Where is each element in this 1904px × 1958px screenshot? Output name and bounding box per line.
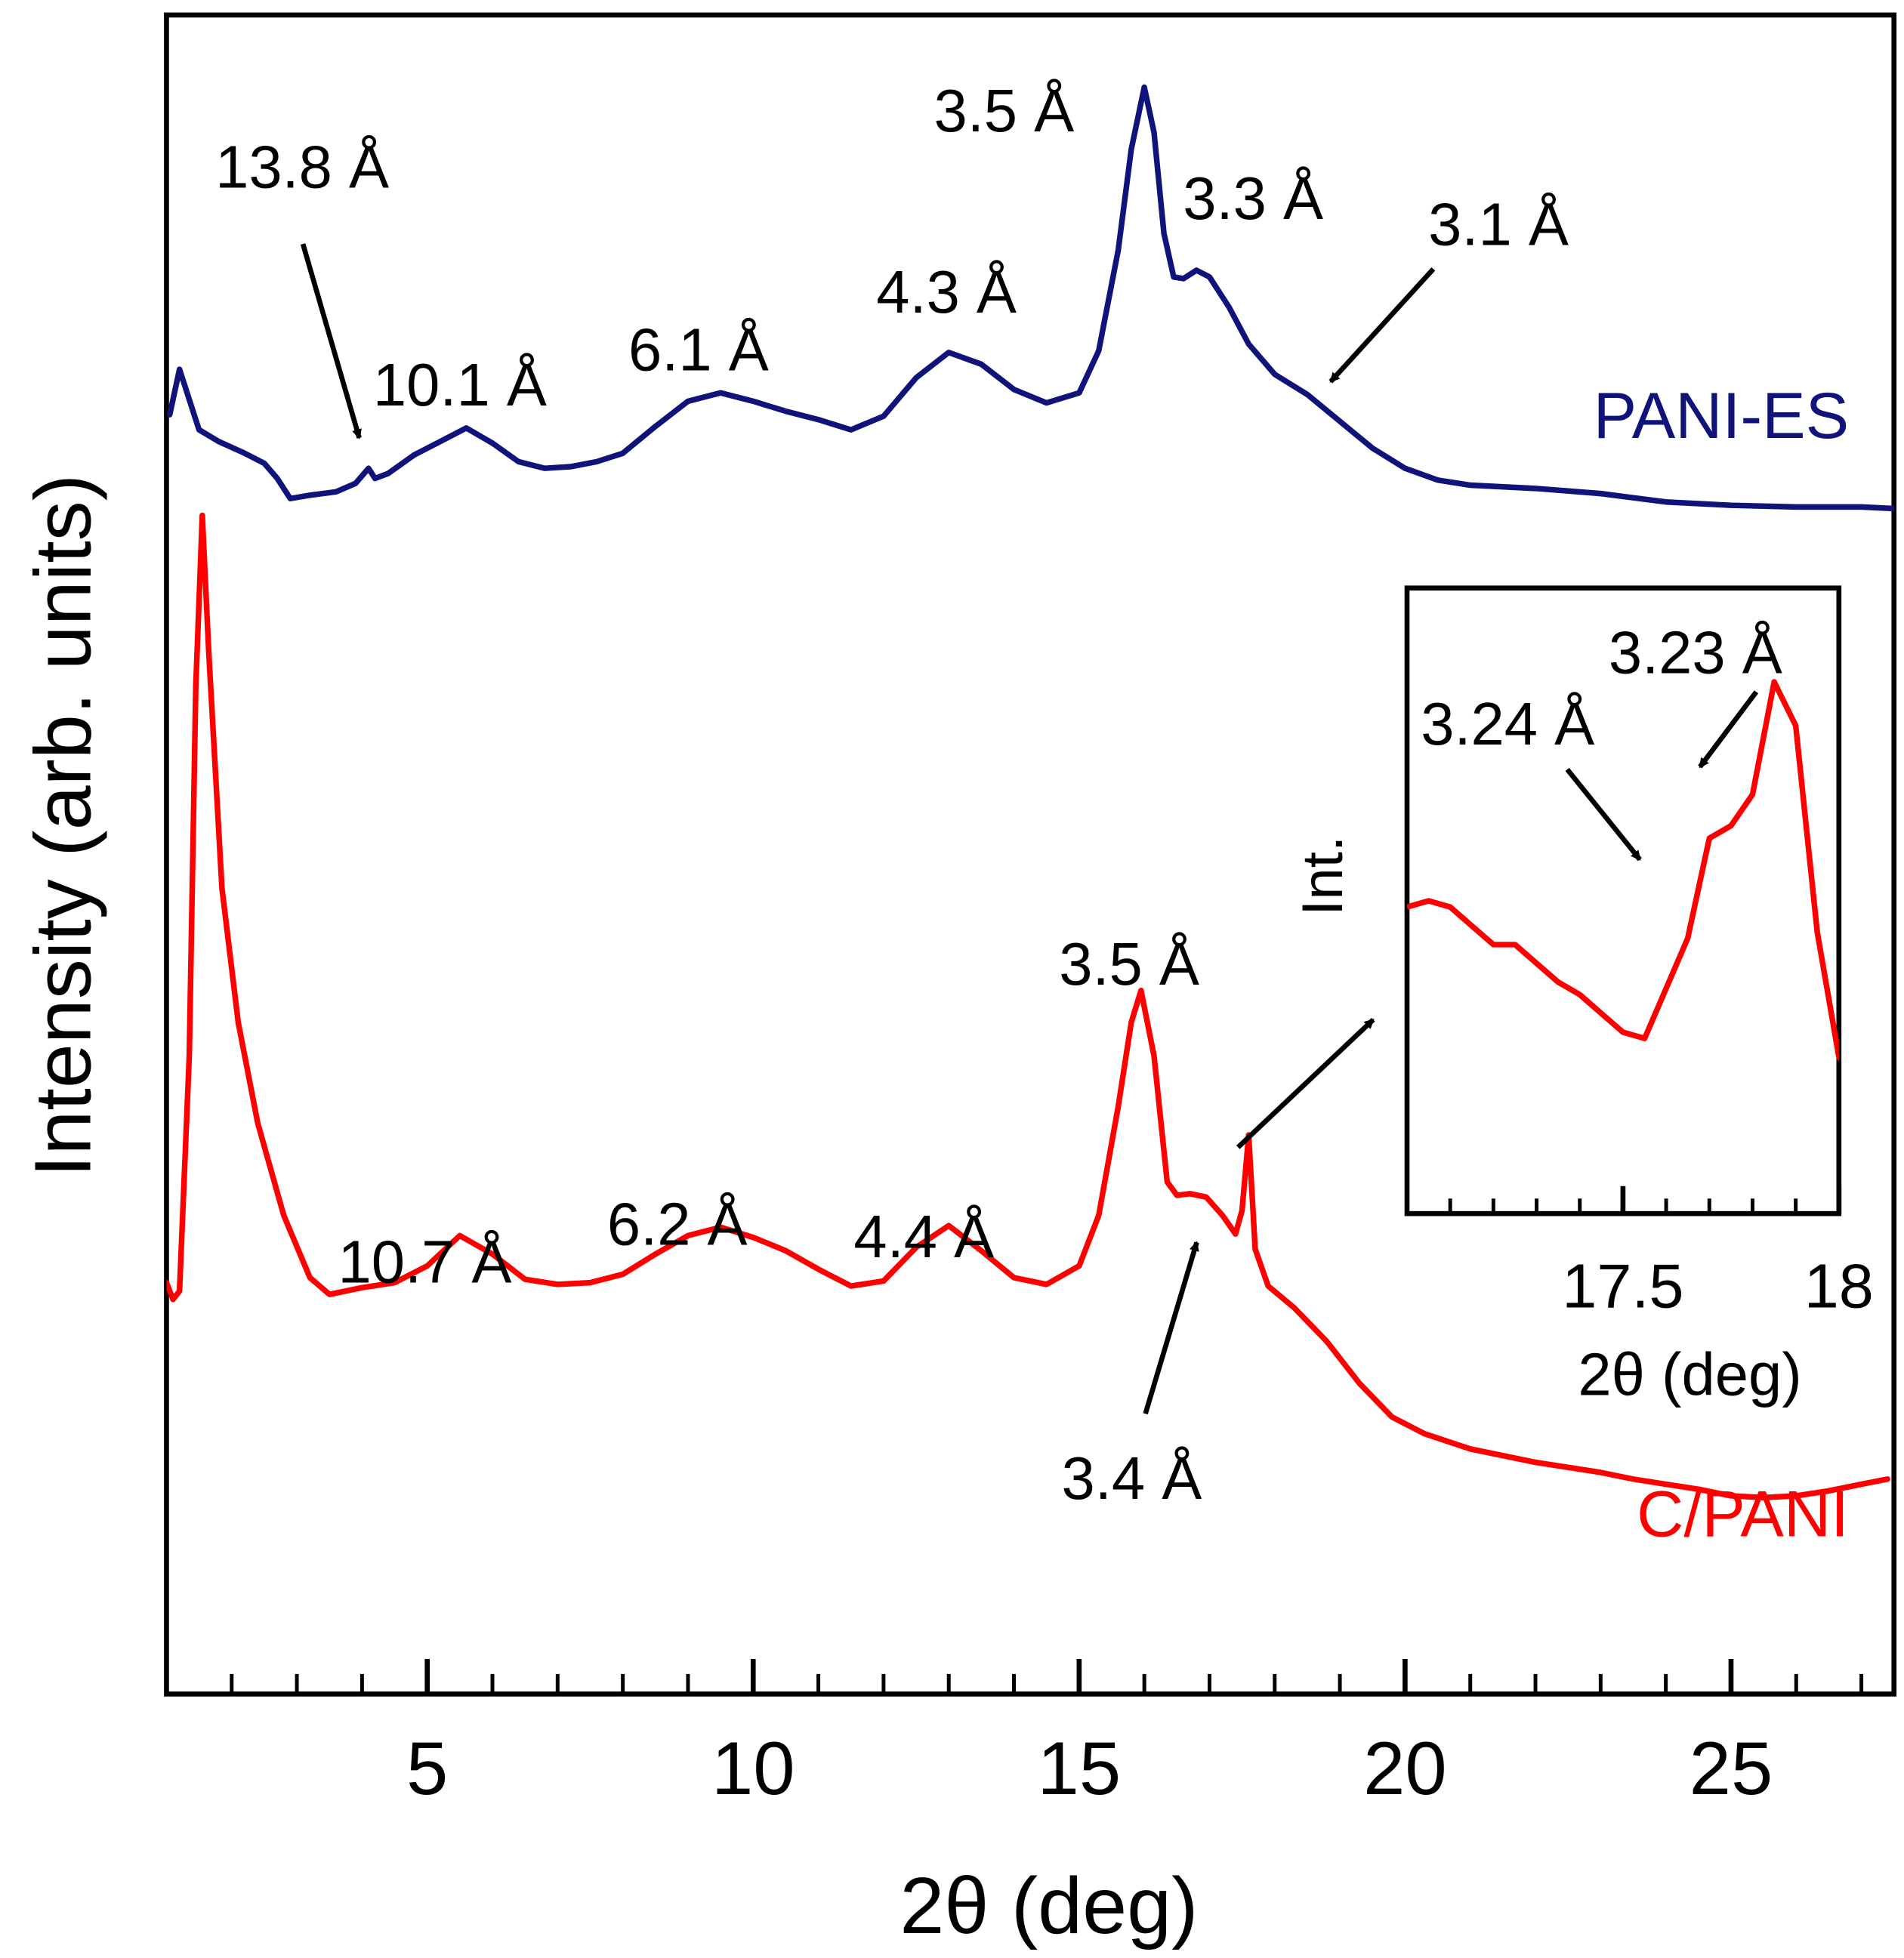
x-tick-label: 20 — [1363, 1727, 1447, 1811]
main-x-ticks: 5 10 15 20 25 — [164, 1659, 1864, 1811]
main-series-group — [166, 84, 1894, 1501]
x-tick-label: 15 — [1038, 1727, 1122, 1811]
inset-series-group — [1406, 679, 1839, 1062]
annotation-10-7: 10.7 Å — [338, 1228, 512, 1295]
pani-es-label: PANI-ES — [1594, 380, 1849, 452]
main-plot-frame — [164, 12, 1897, 1697]
inset-x-tick-label: 17.5 — [1562, 1250, 1683, 1321]
arrow-3-4 — [1143, 1241, 1199, 1415]
annotation-6-2: 6.2 Å — [607, 1191, 748, 1258]
annotation-3-5-c-pani: 3.5 Å — [1059, 930, 1199, 998]
arrow-13-8 — [300, 243, 362, 439]
x-axis-title: 2θ (deg) — [900, 1861, 1198, 1950]
inset-series-line — [1406, 679, 1839, 1062]
annotation-3-5-pani-es: 3.5 Å — [933, 77, 1074, 144]
annotation-3-4: 3.4 Å — [1062, 1445, 1202, 1512]
inset-y-axis-title: Int. — [1291, 836, 1355, 916]
series-line-c-pani — [166, 512, 1890, 1501]
x-tick-label: 5 — [406, 1727, 448, 1811]
y-axis-title: Intensity (arb. units) — [18, 474, 107, 1177]
annotation-6-1: 6.1 Å — [628, 316, 769, 383]
x-tick-label: 10 — [711, 1727, 795, 1811]
inset-x-ticks: 17.5 18 — [1448, 1186, 1874, 1321]
annotation-10-1: 10.1 Å — [373, 351, 547, 418]
series-line-pani-es — [167, 84, 1894, 512]
annotation-3-23: 3.23 Å — [1609, 618, 1782, 686]
arrow-3-23 — [1698, 690, 1759, 769]
annotation-3-3: 3.3 Å — [1183, 165, 1323, 232]
arrow-3-1 — [1328, 267, 1436, 384]
annotation-4-4: 4.4 Å — [853, 1203, 994, 1270]
annotation-3-1: 3.1 Å — [1428, 191, 1569, 258]
annotation-13-8: 13.8 Å — [215, 134, 389, 201]
x-tick-label: 25 — [1690, 1727, 1773, 1811]
c-pani-label: C/PANI — [1637, 1479, 1849, 1551]
inset-x-axis-title: 2θ (deg) — [1578, 1340, 1801, 1408]
inset-frame — [1404, 585, 1842, 1216]
annotation-4-3: 4.3 Å — [876, 258, 1017, 325]
inset-x-tick-label: 18 — [1804, 1250, 1874, 1321]
arrow-to-inset — [1236, 1017, 1375, 1149]
annotation-3-24: 3.24 Å — [1421, 690, 1594, 757]
arrow-3-24 — [1565, 767, 1642, 862]
